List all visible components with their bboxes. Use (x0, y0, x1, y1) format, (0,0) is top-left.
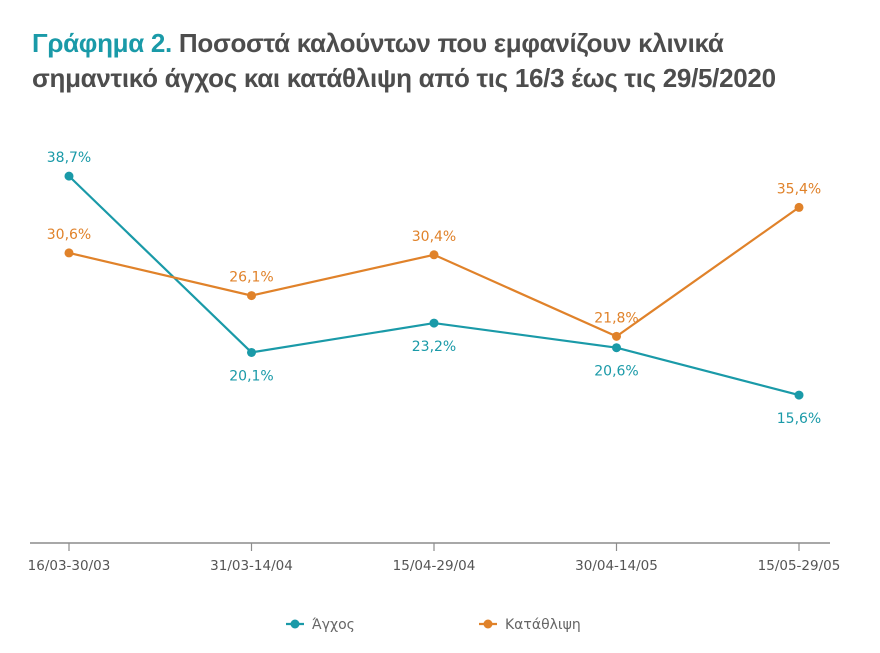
x-tick-label: 30/04-14/05 (575, 558, 658, 574)
data-point (64, 171, 74, 181)
chart-title-line2: σημαντικό άγχος και κατάθλιψη από τις 16… (32, 63, 776, 93)
data-point (247, 291, 256, 301)
data-point (429, 250, 439, 260)
legend-marker (483, 619, 493, 629)
legend-marker (290, 619, 300, 629)
data-point (794, 202, 804, 212)
chart-title-lead: Γράφημα 2. (32, 28, 172, 58)
data-label: 35,4% (777, 181, 821, 197)
data-label: 38,7% (47, 150, 91, 166)
data-point (794, 390, 804, 400)
x-tick-label: 16/03-30/03 (28, 558, 111, 574)
chart-title: Γράφημα 2. Ποσοστά καλούντων που εμφανίζ… (32, 26, 872, 96)
data-label: 23,2% (412, 339, 456, 355)
data-label: 21,8% (594, 310, 638, 326)
data-point (612, 331, 621, 341)
data-point (64, 248, 74, 258)
x-tick-label: 15/04-29/04 (393, 558, 476, 574)
chart-title-line1: Ποσοστά καλούντων που εμφανίζουν κλινικά (178, 28, 724, 58)
series-line-1 (68, 206, 800, 338)
legend-label: Κατάθλιψη (505, 617, 581, 633)
x-tick-label: 31/03-14/04 (210, 558, 293, 574)
data-label: 15,6% (777, 411, 821, 427)
data-point (429, 318, 439, 328)
data-label: 26,1% (229, 270, 273, 286)
data-label: 20,1% (229, 368, 273, 384)
data-point (612, 343, 621, 353)
x-tick-label: 15/05-29/05 (758, 558, 841, 574)
legend-label: Άγχος (312, 617, 355, 633)
data-point (247, 347, 256, 357)
data-label: 30,4% (412, 229, 456, 245)
data-label: 30,6% (47, 227, 91, 243)
data-label: 20,6% (594, 364, 638, 380)
